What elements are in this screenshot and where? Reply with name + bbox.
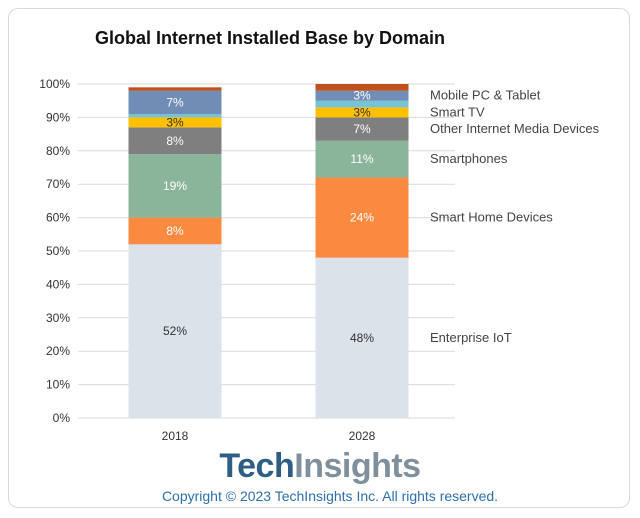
y-tick-label: 80% bbox=[46, 144, 70, 158]
bar-segment bbox=[128, 154, 222, 218]
bar-segment bbox=[315, 90, 409, 101]
y-tick-label: 60% bbox=[46, 211, 70, 225]
bar-segment bbox=[128, 90, 222, 115]
data-label: 11% bbox=[350, 152, 373, 166]
data-label: 24% bbox=[350, 211, 374, 225]
y-tick-label: 50% bbox=[46, 244, 70, 258]
bar-segment bbox=[128, 244, 222, 418]
data-label: 48% bbox=[350, 331, 374, 345]
y-tick-label: 40% bbox=[46, 277, 70, 291]
data-label: 52% bbox=[163, 324, 187, 338]
bar-segment bbox=[315, 107, 409, 118]
data-label: 19% bbox=[163, 179, 187, 193]
data-label: 7% bbox=[166, 95, 184, 109]
y-tick-label: 70% bbox=[46, 177, 70, 191]
bar-segment bbox=[128, 114, 222, 118]
data-label: 7% bbox=[353, 122, 371, 136]
bar-segment bbox=[315, 177, 409, 258]
bar-segment bbox=[128, 117, 222, 128]
data-label: 3% bbox=[353, 105, 371, 119]
y-tick-label: 10% bbox=[46, 378, 70, 392]
x-tick-label: 2018 bbox=[162, 429, 189, 443]
bar-segment bbox=[128, 87, 222, 91]
series-label: Enterprise IoT bbox=[430, 330, 512, 345]
bar-segment bbox=[315, 140, 409, 178]
y-tick-label: 0% bbox=[53, 411, 71, 425]
bar-segment bbox=[128, 217, 222, 245]
series-label: Smart Home Devices bbox=[430, 210, 553, 225]
copyright-notice: Copyright © 2023 TechInsights Inc. All r… bbox=[161, 488, 499, 504]
y-tick-label: 30% bbox=[46, 311, 70, 325]
techinsights-logo: TechInsights bbox=[0, 447, 640, 486]
series-label: Mobile PC & Tablet bbox=[430, 88, 541, 103]
data-label: 3% bbox=[353, 89, 371, 103]
data-label: 8% bbox=[166, 224, 184, 238]
data-label: 8% bbox=[166, 134, 184, 148]
series-label: Smartphones bbox=[430, 151, 508, 166]
bar-segment bbox=[128, 127, 222, 155]
series-label: Other Internet Media Devices bbox=[430, 121, 600, 136]
data-label: 3% bbox=[166, 115, 184, 129]
bar-segment bbox=[315, 84, 409, 91]
bar-segment bbox=[315, 100, 409, 108]
logo-part-insights: Insights bbox=[294, 447, 421, 485]
chart-title: Global Internet Installed Base by Domain bbox=[94, 28, 446, 48]
logo-part-tech: Tech bbox=[219, 447, 295, 485]
x-tick-label: 2028 bbox=[349, 429, 376, 443]
y-tick-label: 90% bbox=[46, 110, 70, 124]
bar-segment bbox=[315, 257, 409, 418]
series-label: Smart TV bbox=[430, 104, 485, 119]
y-tick-label: 20% bbox=[46, 344, 70, 358]
y-tick-label: 100% bbox=[39, 77, 70, 91]
bar-segment bbox=[315, 117, 409, 141]
